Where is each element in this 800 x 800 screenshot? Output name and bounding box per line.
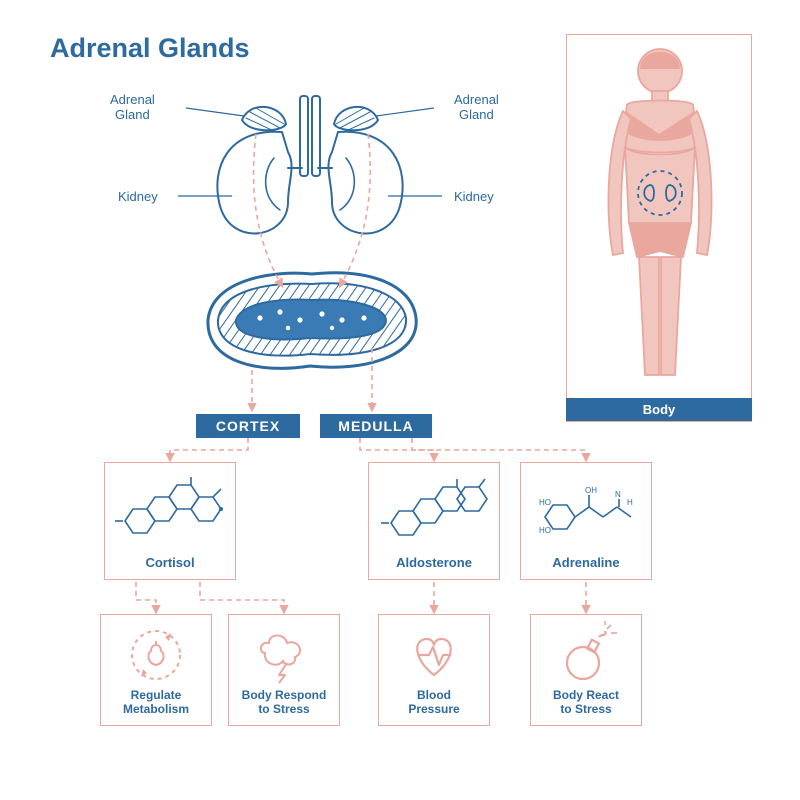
card-label: Body Respond to Stress: [242, 689, 327, 717]
body-label: Body: [566, 398, 752, 421]
label-cortex: CORTEX: [196, 414, 300, 438]
card-label: Aldosterone: [396, 556, 472, 571]
heart-pulse-icon: [383, 623, 485, 685]
body-location-panel: [566, 34, 752, 422]
svg-text:HO: HO: [539, 498, 551, 507]
body-figure-icon: [567, 35, 753, 395]
card-label: Regulate Metabolism: [123, 689, 189, 717]
svg-text:OH: OH: [585, 486, 597, 495]
card-cortisol: Cortisol: [104, 462, 236, 580]
card-label: Adrenaline: [552, 556, 619, 571]
card-aldosterone: Aldosterone: [368, 462, 500, 580]
metabolism-icon: [105, 623, 207, 685]
card-adrenaline: OH HO HO H N Adrenaline: [520, 462, 652, 580]
card-label: Body React to Stress: [553, 689, 619, 717]
label-medulla: MEDULLA: [320, 414, 432, 438]
svg-text:N: N: [615, 490, 621, 499]
bomb-icon: [535, 623, 637, 685]
svg-text:HO: HO: [539, 526, 551, 535]
card-label: Cortisol: [145, 556, 194, 571]
molecule-adrenaline-icon: OH HO HO H N: [525, 471, 647, 552]
svg-text:H: H: [627, 498, 633, 507]
card-react-stress: Body React to Stress: [530, 614, 642, 726]
card-blood-pressure: Blood Pressure: [378, 614, 490, 726]
card-label: Blood Pressure: [408, 689, 459, 717]
molecule-cortisol-icon: [109, 471, 231, 552]
card-regulate-metabolism: Regulate Metabolism: [100, 614, 212, 726]
molecule-aldosterone-icon: [373, 471, 495, 552]
stress-cloud-icon: [233, 623, 335, 685]
card-respond-stress: Body Respond to Stress: [228, 614, 340, 726]
